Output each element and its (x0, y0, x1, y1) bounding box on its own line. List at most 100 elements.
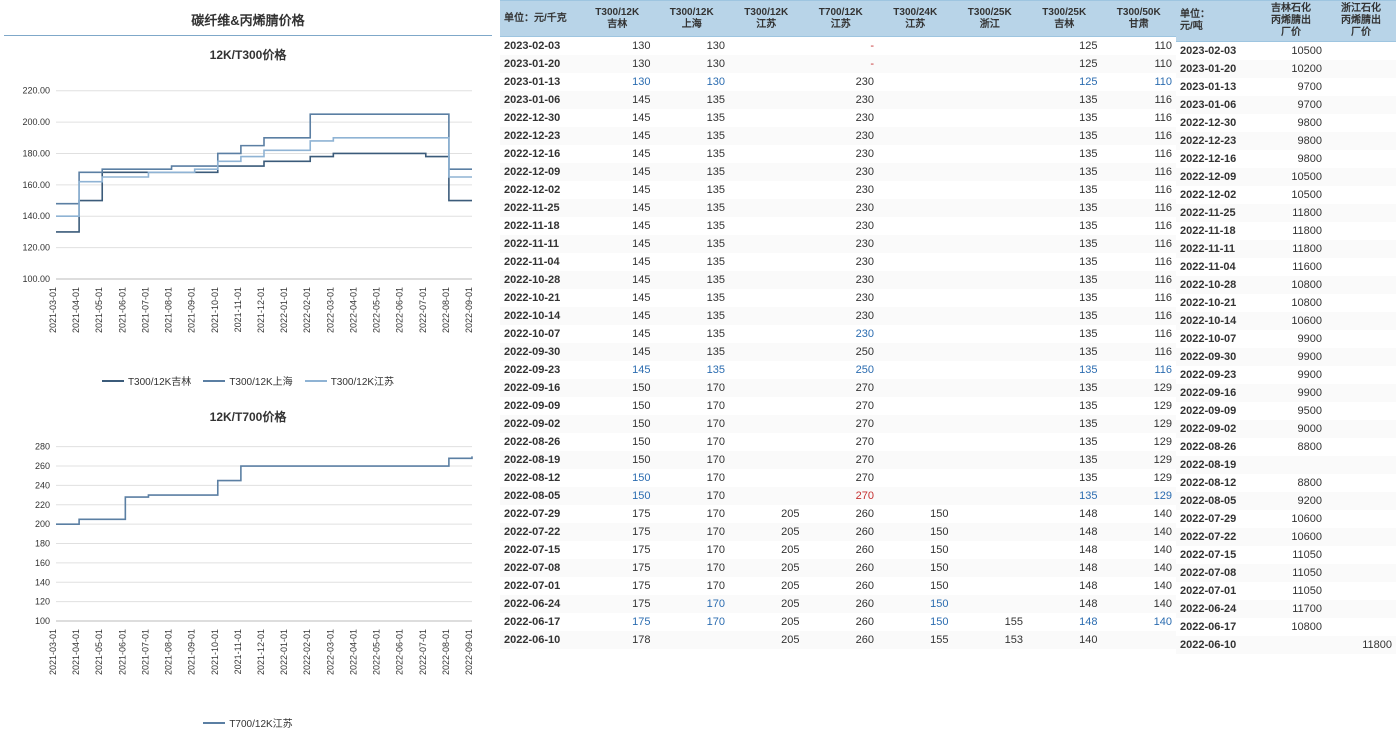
svg-text:2022-04-01: 2022-04-01 (348, 287, 358, 333)
value-cell (729, 199, 804, 217)
value-cell (729, 271, 804, 289)
date-cell: 2022-07-29 (500, 505, 580, 523)
date-cell: 2023-02-03 (500, 37, 580, 55)
value-cell (729, 397, 804, 415)
date-cell: 2022-12-02 (1176, 186, 1256, 204)
value-cell: 230 (804, 181, 879, 199)
table-row: 2022-10-14145135230135116 (500, 307, 1176, 325)
value-cell (1326, 42, 1396, 60)
svg-text:120.00: 120.00 (22, 243, 50, 253)
value-cell: 150 (580, 469, 655, 487)
svg-text:2022-09-01: 2022-09-01 (464, 629, 474, 675)
svg-text:2021-09-01: 2021-09-01 (187, 629, 197, 675)
value-cell: 230 (804, 163, 879, 181)
value-cell: 205 (729, 631, 804, 649)
value-cell: 150 (878, 595, 953, 613)
value-cell: 9800 (1256, 150, 1326, 168)
value-cell: 175 (580, 577, 655, 595)
value-cell (729, 235, 804, 253)
value-cell: 175 (580, 613, 655, 631)
value-cell: 260 (804, 523, 879, 541)
date-cell: 2022-08-26 (500, 433, 580, 451)
value-cell: 135 (655, 109, 730, 127)
value-cell: 135 (1027, 433, 1102, 451)
date-cell: 2022-10-21 (500, 289, 580, 307)
date-cell: 2022-12-09 (500, 163, 580, 181)
value-cell: 135 (1027, 397, 1102, 415)
value-cell: 148 (1027, 523, 1102, 541)
table-row: 2022-09-099500 (1176, 402, 1396, 420)
value-cell: 130 (580, 55, 655, 73)
date-cell: 2022-07-01 (500, 577, 580, 595)
value-cell: 130 (655, 37, 730, 55)
value-cell: 260 (804, 631, 879, 649)
value-cell (1326, 114, 1396, 132)
value-cell: 170 (655, 469, 730, 487)
value-cell: 170 (655, 487, 730, 505)
date-cell: 2022-08-05 (500, 487, 580, 505)
table-row: 2022-10-28145135230135116 (500, 271, 1176, 289)
date-cell: 2022-09-09 (500, 397, 580, 415)
table-row: 2022-11-11145135230135116 (500, 235, 1176, 253)
value-cell: 135 (655, 127, 730, 145)
table-row: 2022-09-02150170270135129 (500, 415, 1176, 433)
value-cell: 230 (804, 127, 879, 145)
value-cell (1326, 420, 1396, 438)
table-row: 2022-11-1111800 (1176, 240, 1396, 258)
value-cell (1326, 276, 1396, 294)
value-cell: 230 (804, 271, 879, 289)
table-row: 2022-10-2810800 (1176, 276, 1396, 294)
value-cell: 129 (1102, 379, 1177, 397)
value-cell (1326, 438, 1396, 456)
svg-text:2022-09-01: 2022-09-01 (464, 287, 474, 333)
value-cell (1326, 96, 1396, 114)
legend-swatch (203, 380, 225, 382)
value-cell (878, 127, 953, 145)
value-cell (953, 163, 1028, 181)
date-cell: 2022-09-02 (500, 415, 580, 433)
date-cell: 2022-11-04 (1176, 258, 1256, 276)
svg-text:2022-06-01: 2022-06-01 (395, 287, 405, 333)
value-cell: 135 (1027, 415, 1102, 433)
value-cell (729, 307, 804, 325)
value-cell: 135 (1027, 235, 1102, 253)
table-row: 2022-07-0111050 (1176, 582, 1396, 600)
date-cell: 2022-07-22 (1176, 528, 1256, 546)
value-cell (729, 253, 804, 271)
date-cell: 2023-01-20 (500, 55, 580, 73)
value-cell: 116 (1102, 109, 1177, 127)
value-cell: 135 (655, 325, 730, 343)
svg-text:2021-03-01: 2021-03-01 (48, 629, 58, 675)
date-cell: 2022-12-16 (1176, 150, 1256, 168)
value-cell: 9700 (1256, 96, 1326, 114)
value-cell: 135 (1027, 343, 1102, 361)
table-row: 2022-07-0811050 (1176, 564, 1396, 582)
value-cell: 135 (1027, 469, 1102, 487)
value-cell: 116 (1102, 325, 1177, 343)
column-header: T700/12K江苏 (804, 1, 879, 37)
date-cell: 2022-08-12 (500, 469, 580, 487)
value-cell: 250 (804, 361, 879, 379)
svg-text:2022-08-01: 2022-08-01 (441, 629, 451, 675)
value-cell (729, 487, 804, 505)
table-row: 2022-08-128800 (1176, 474, 1396, 492)
value-cell: 9900 (1256, 330, 1326, 348)
table-row: 2022-12-239800 (1176, 132, 1396, 150)
value-cell: 170 (655, 595, 730, 613)
svg-text:2021-06-01: 2021-06-01 (117, 629, 127, 675)
date-cell: 2022-09-23 (1176, 366, 1256, 384)
value-cell: 116 (1102, 343, 1177, 361)
value-cell (953, 433, 1028, 451)
value-cell (878, 451, 953, 469)
value-cell (953, 361, 1028, 379)
value-cell: 135 (1027, 181, 1102, 199)
svg-text:2021-07-01: 2021-07-01 (140, 287, 150, 333)
value-cell (1326, 384, 1396, 402)
table-row: 2022-09-23145135250135116 (500, 361, 1176, 379)
value-cell: 135 (1027, 289, 1102, 307)
column-header: 吉林石化丙烯腈出厂价 (1256, 1, 1326, 42)
value-cell: 9800 (1256, 132, 1326, 150)
value-cell: 116 (1102, 127, 1177, 145)
value-cell (878, 163, 953, 181)
value-cell: 150 (878, 541, 953, 559)
